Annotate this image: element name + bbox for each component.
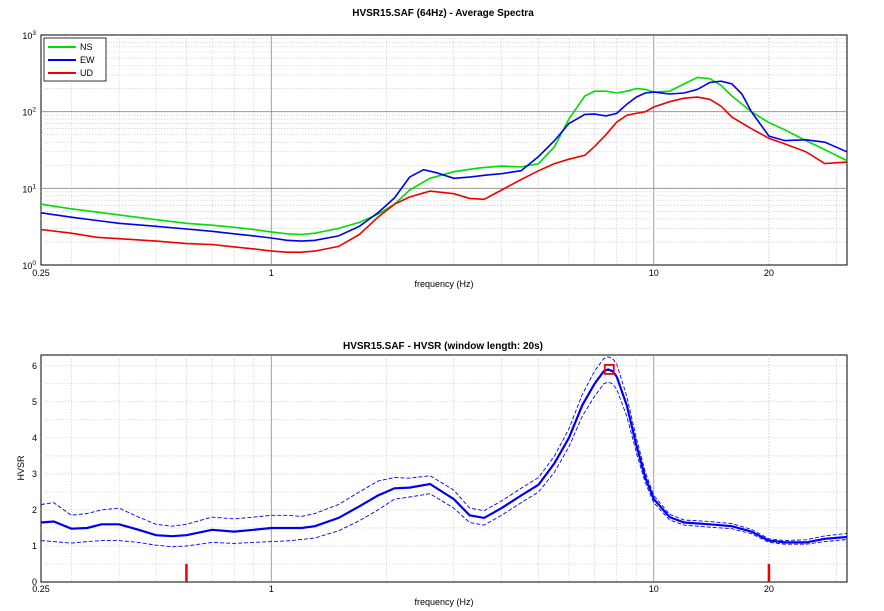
series-line-ew bbox=[40, 80, 848, 242]
spectra-y-ticks: 100 101 102 103 bbox=[22, 30, 36, 271]
y-tick-label: 103 bbox=[22, 30, 36, 41]
spectra-x-ticks: 0.25 1 10 20 bbox=[32, 268, 774, 278]
x-tick-label: 10 bbox=[649, 268, 659, 278]
hvsr-std-line bbox=[40, 381, 848, 548]
hvsr-markers bbox=[185, 364, 771, 582]
y-tick-label: 2 bbox=[32, 505, 37, 515]
hvsr-y-ticks: 0 1 2 3 4 5 6 bbox=[32, 361, 37, 587]
hvsr-plot-area bbox=[40, 354, 848, 583]
y-tick-label: 3 bbox=[32, 469, 37, 479]
x-tick-label: 20 bbox=[764, 268, 774, 278]
spectra-grid bbox=[41, 35, 847, 265]
hvsr-x-axis-label: frequency (Hz) bbox=[414, 597, 473, 607]
y-tick-label: 5 bbox=[32, 397, 37, 407]
legend-label-ns: NS bbox=[80, 42, 93, 52]
hvsr-chart-title: HVSR15.SAF - HVSR (window length: 20s) bbox=[343, 341, 543, 352]
y-tick-label: 4 bbox=[32, 433, 37, 443]
series-line-ud bbox=[40, 96, 848, 253]
x-tick-label: 10 bbox=[649, 584, 659, 594]
y-tick-label: 6 bbox=[32, 361, 37, 371]
y-tick-label: 101 bbox=[22, 183, 36, 194]
spectra-plot-area bbox=[40, 34, 848, 266]
x-tick-label: 0.25 bbox=[32, 584, 50, 594]
x-tick-label: 0.25 bbox=[32, 268, 50, 278]
y-tick-label: 102 bbox=[22, 107, 36, 118]
hvsr-series bbox=[40, 356, 848, 548]
x-tick-label: 20 bbox=[764, 584, 774, 594]
spectra-chart-title: HVSR15.SAF (64Hz) - Average Spectra bbox=[352, 8, 534, 19]
spectra-legend: NS EW UD bbox=[43, 37, 107, 82]
y-tick-label: 0 bbox=[32, 577, 37, 587]
legend-label-ud: UD bbox=[80, 68, 93, 78]
hvsr-mean-line bbox=[40, 368, 848, 544]
y-tick-label: 100 bbox=[22, 260, 36, 271]
x-tick-label: 1 bbox=[269, 584, 274, 594]
peak-marker bbox=[603, 364, 615, 375]
hvsr-chart: HVSR15.SAF - HVSR (window length: 20s) 0… bbox=[16, 341, 848, 607]
y-tick-label: 1 bbox=[32, 541, 37, 551]
average-spectra-chart: HVSR15.SAF (64Hz) - Average Spectra 0.25… bbox=[22, 8, 848, 289]
hvsr-std-line bbox=[40, 356, 848, 542]
hvsr-y-axis-label: HVSR bbox=[16, 455, 26, 481]
spectra-x-axis-label: frequency (Hz) bbox=[414, 279, 473, 289]
x-tick-label: 1 bbox=[269, 268, 274, 278]
hvsr-x-ticks: 0.25 1 10 20 bbox=[32, 584, 774, 594]
spectra-series bbox=[40, 76, 848, 253]
legend-label-ew: EW bbox=[80, 55, 95, 65]
